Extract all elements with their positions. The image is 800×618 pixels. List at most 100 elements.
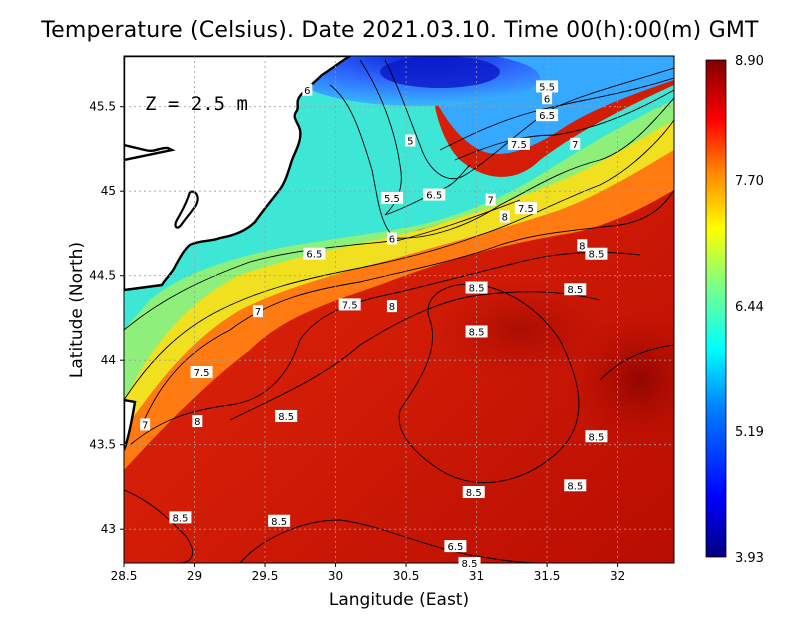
contour-label: 6	[302, 83, 313, 97]
contour-label: 7	[140, 418, 151, 431]
contour-line	[398, 283, 580, 484]
contour-line	[359, 59, 471, 216]
contour-label-text: 8.5	[588, 250, 604, 261]
contour-label: 8.5	[465, 281, 488, 295]
x-axis-label: Langitude (East)	[328, 590, 470, 610]
contour-label-text: 6.5	[306, 250, 322, 261]
contour-label-text: 8.5	[469, 327, 485, 338]
contour-label-bg	[564, 479, 587, 492]
x-tick-label: 31	[469, 569, 484, 583]
contour-label: 7	[570, 137, 581, 151]
contour-line	[124, 119, 674, 401]
chart-title: Temperature (Celsius). Date 2021.03.10. …	[41, 18, 759, 43]
contour-label: 7.5	[514, 202, 537, 215]
contour-label-text: 7.5	[511, 140, 527, 151]
contour-label-bg	[514, 202, 537, 215]
contour-label: 8.5	[268, 514, 291, 528]
contour-label: 5	[405, 134, 416, 148]
plot-frame	[123, 55, 675, 564]
contour-label: 6.5	[423, 188, 446, 202]
y-tick-label: 45.5	[89, 100, 116, 114]
hot-spot	[430, 280, 610, 380]
contour-line	[124, 489, 194, 563]
contour-label-bg	[302, 83, 313, 96]
land-patch	[280, 78, 298, 94]
colorbar	[705, 59, 727, 558]
contour-line	[229, 291, 601, 421]
contour-label-text: 5.5	[384, 194, 400, 205]
contour-label: 8.5	[462, 486, 485, 499]
contour-label-text: 5.5	[539, 82, 555, 93]
contour-line	[454, 89, 674, 161]
contour-label-bg	[386, 232, 397, 245]
contour-label-text: 8	[502, 213, 508, 224]
contour-label-text: 6	[544, 94, 550, 105]
contour-label-bg	[465, 325, 488, 338]
contour-label: 8.5	[275, 409, 298, 423]
contour-label-bg	[169, 511, 192, 524]
grid-lines	[124, 56, 674, 563]
contour-label-bg	[380, 191, 403, 204]
colorbar-tick-label: 7.70	[735, 174, 764, 189]
contour-label-text: 6.5	[539, 111, 555, 122]
contour-label-text: 8	[194, 417, 200, 428]
x-tick-label: 32	[610, 569, 625, 583]
depth-label: Z = 2.5 m	[145, 93, 248, 115]
land-peninsula	[124, 143, 176, 162]
contour-label: 7	[485, 193, 496, 207]
contour-label: 7	[252, 305, 263, 318]
y-tick-label: 43	[101, 522, 116, 536]
y-axis-ticks: 43 43.5 44 44.5 45 45.5	[89, 100, 124, 536]
contour-label-text: 8.5	[278, 412, 294, 423]
contour-label: 6.5	[536, 109, 559, 122]
y-tick-label: 44.5	[89, 269, 116, 283]
contour-lines	[124, 59, 674, 563]
contour-label-bg	[458, 557, 481, 569]
contour-label: 8.5	[585, 430, 608, 443]
colorbar-ticks: 8.90 7.70 6.44 5.19 3.93	[735, 54, 764, 566]
contour-label: 5.5	[536, 80, 559, 93]
contour-label-bg	[192, 415, 203, 428]
contour-label-text: 6.5	[447, 542, 463, 553]
contour-label-bg	[462, 486, 485, 499]
contour-label-bg	[423, 188, 446, 201]
contour-line	[599, 344, 674, 381]
contour-label: 8.5	[564, 283, 587, 296]
contour-label: 6	[542, 92, 553, 105]
contour-label-text: 8.5	[567, 285, 583, 296]
x-tick-label: 29	[187, 569, 202, 583]
contour-label: 8	[386, 300, 397, 313]
contour-label-bg	[386, 300, 397, 313]
contour-label: 8.5	[585, 247, 608, 261]
contour-label-text: 8	[579, 241, 585, 252]
contour-label-text: 6	[304, 86, 310, 97]
contour-label-bg	[585, 247, 608, 260]
contour-label: 8	[499, 210, 510, 224]
contour-label-text: 8	[389, 302, 395, 313]
contour-label-text: 7.5	[342, 300, 358, 311]
contour-label-text: 8.5	[271, 517, 287, 528]
contour-label-bg	[405, 134, 416, 147]
x-tick-label: 29.5	[252, 569, 279, 583]
contour-label-bg	[499, 210, 510, 223]
contour-label-text: 5	[407, 137, 413, 148]
contour-label: 6.5	[303, 247, 326, 261]
contour-label-text: 7	[255, 307, 261, 318]
land-island	[174, 190, 199, 229]
contour-label-bg	[268, 514, 291, 527]
contour-label-bg	[542, 92, 553, 105]
contour-label-text: 7	[142, 420, 148, 431]
x-axis-ticks: 28.5 29 29.5 30 30.5 31 31.5 32	[111, 563, 625, 583]
contour-label-bg	[444, 540, 467, 553]
contour-line	[384, 59, 674, 180]
temperature-field	[124, 56, 674, 563]
contour-label-bg	[465, 281, 488, 294]
y-tick-label: 45	[101, 184, 116, 198]
contour-label-text: 7	[487, 196, 493, 207]
colorbar-tick-label: 5.19	[735, 425, 764, 440]
contour-label-bg	[303, 247, 326, 260]
contour-label-text: 8.5	[466, 488, 482, 499]
y-tick-label: 44	[101, 353, 116, 367]
